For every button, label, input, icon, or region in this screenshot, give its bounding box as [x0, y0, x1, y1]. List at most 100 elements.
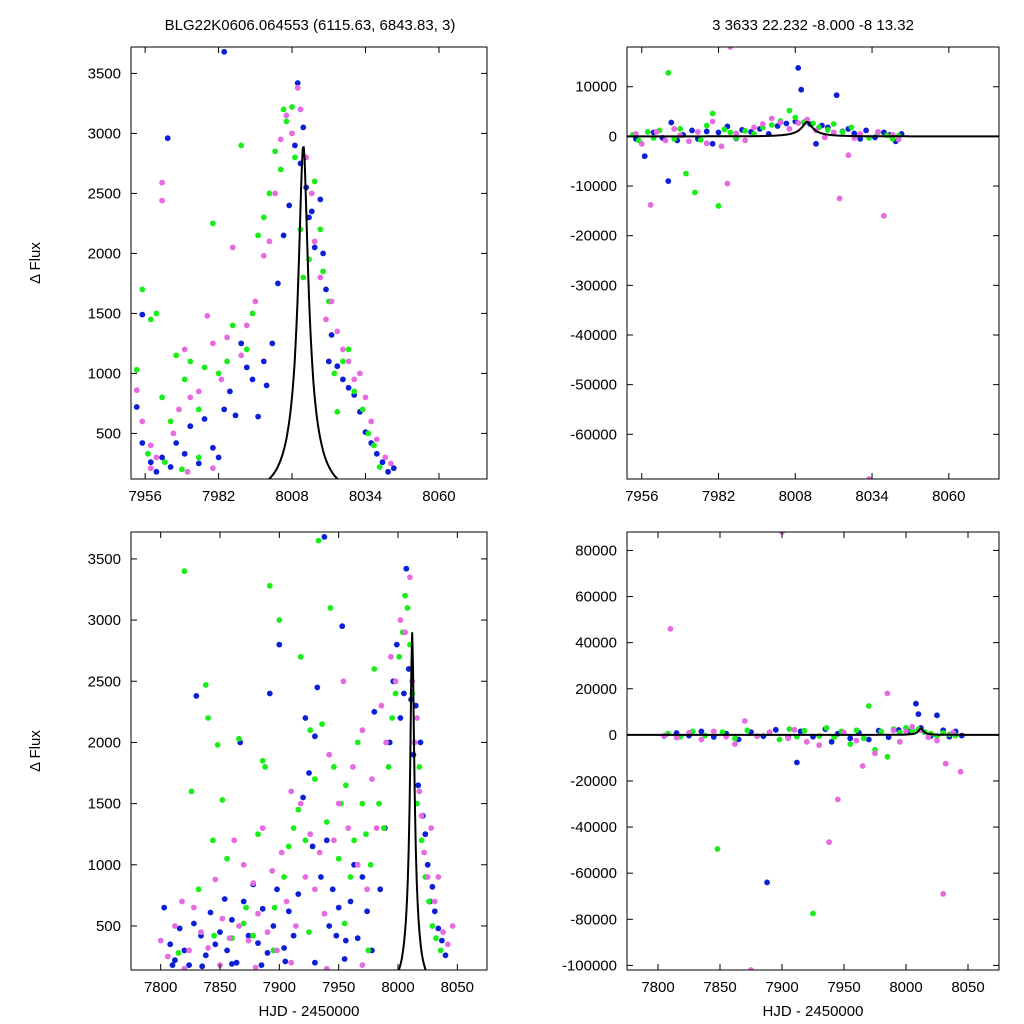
data-point-magenta: [266, 238, 273, 245]
y-tick-label: 0: [609, 727, 617, 744]
data-point-magenta: [259, 825, 266, 831]
data-point-magenta: [328, 298, 335, 305]
data-point-green: [426, 898, 432, 905]
data-point-blue: [371, 708, 378, 715]
data-point-magenta: [179, 898, 185, 905]
y-tick-label: 2500: [88, 185, 121, 202]
data-point-blue: [326, 923, 333, 929]
data-point-magenta: [288, 788, 295, 795]
data-point-blue: [385, 468, 391, 475]
data-point-magenta: [449, 923, 456, 929]
y-tick-label: 20000: [575, 681, 617, 698]
data-point-blue: [709, 140, 716, 147]
data-point-magenta: [255, 910, 261, 917]
data-point-magenta: [667, 625, 674, 632]
data-point-magenta: [323, 316, 329, 323]
data-point-green: [173, 352, 180, 359]
data-point-green: [359, 406, 366, 413]
data-point-magenta: [170, 430, 177, 437]
data-point-magenta: [252, 964, 259, 970]
data-point-blue: [342, 937, 349, 944]
data-point-blue: [300, 124, 307, 131]
data-point-magenta: [903, 728, 909, 735]
series-magenta: [133, 84, 394, 475]
data-point-magenta: [826, 839, 832, 845]
data-point-magenta: [181, 346, 188, 353]
data-point-magenta: [424, 874, 431, 880]
panel-top-left: 7956 7982 8008 8034 8060 500 1000 1500 2000 2500 3…: [27, 46, 488, 505]
data-point-magenta: [350, 764, 356, 770]
y-tick-label: 500: [96, 918, 121, 935]
data-point-blue: [847, 735, 854, 742]
data-point-blue: [320, 250, 326, 257]
data-point-blue: [286, 202, 293, 209]
data-point-blue: [373, 450, 380, 457]
data-point-green: [215, 370, 222, 377]
data-point-green: [433, 935, 439, 942]
data-point-green: [786, 726, 793, 732]
data-point-magenta: [229, 244, 236, 251]
data-point-magenta: [181, 965, 188, 970]
panel-top-right: 7956 7982 8008 8034 8060 10000 0 -10000 -20000 -3…: [570, 46, 1000, 505]
data-point-magenta: [172, 923, 178, 929]
x-tick-label: 8008: [779, 488, 812, 505]
data-point-green: [312, 776, 318, 782]
data-point-green: [175, 950, 182, 956]
data-point-blue: [210, 444, 216, 451]
y-tick-label: -80000: [570, 911, 617, 928]
data-point-magenta: [240, 861, 247, 868]
y-tick-label: 80000: [575, 542, 617, 559]
data-point-blue: [329, 886, 336, 893]
data-point-green: [359, 800, 366, 807]
x-tick-label: 7982: [202, 488, 235, 505]
data-point-blue: [689, 127, 695, 134]
x-tick-label: 7950: [322, 979, 355, 996]
data-point-green: [262, 764, 268, 770]
data-point-magenta: [335, 800, 342, 807]
data-point-magenta: [219, 915, 226, 922]
series-magenta: [661, 532, 964, 970]
data-point-magenta: [198, 929, 204, 935]
data-point-green: [283, 118, 290, 125]
data-point-green: [347, 874, 354, 880]
data-point-blue: [167, 941, 174, 948]
data-point-blue: [340, 376, 346, 383]
data-point-magenta: [816, 742, 823, 749]
plot-frame: [626, 46, 1000, 480]
data-point-green: [271, 904, 278, 911]
data-point-green: [341, 920, 348, 927]
data-point-magenta: [205, 945, 212, 951]
data-point-blue: [668, 119, 675, 126]
data-point-magenta: [369, 776, 375, 782]
data-point-magenta: [896, 738, 903, 745]
data-point-magenta: [766, 729, 773, 735]
series-magenta: [633, 47, 902, 479]
data-point-blue: [233, 959, 240, 966]
y-tick-label: -60000: [570, 865, 617, 882]
data-point-green: [889, 136, 896, 142]
data-point-green: [229, 322, 236, 329]
data-point-blue: [195, 460, 202, 467]
data-point-green: [768, 122, 775, 128]
data-point-magenta: [444, 941, 451, 948]
data-point-blue: [212, 941, 219, 948]
data-point-magenta: [673, 734, 680, 741]
data-point-blue: [424, 861, 431, 868]
data-point-blue: [347, 898, 354, 905]
data-point-green: [351, 837, 357, 844]
data-point-blue: [333, 932, 340, 939]
data-point-blue: [281, 945, 287, 951]
data-point-green: [187, 358, 194, 365]
data-point-magenta: [830, 129, 837, 136]
data-point-green: [139, 286, 146, 293]
data-point-blue: [641, 153, 648, 160]
data-point-blue: [334, 363, 341, 370]
y-tick-label: 2000: [88, 245, 121, 262]
y-tick-label: 1500: [88, 796, 121, 813]
data-point-green: [715, 203, 722, 209]
data-point-blue: [243, 364, 250, 371]
data-point-green: [292, 154, 298, 161]
data-point-blue: [207, 909, 214, 916]
data-point-blue: [429, 883, 436, 890]
data-point-green: [801, 727, 808, 734]
